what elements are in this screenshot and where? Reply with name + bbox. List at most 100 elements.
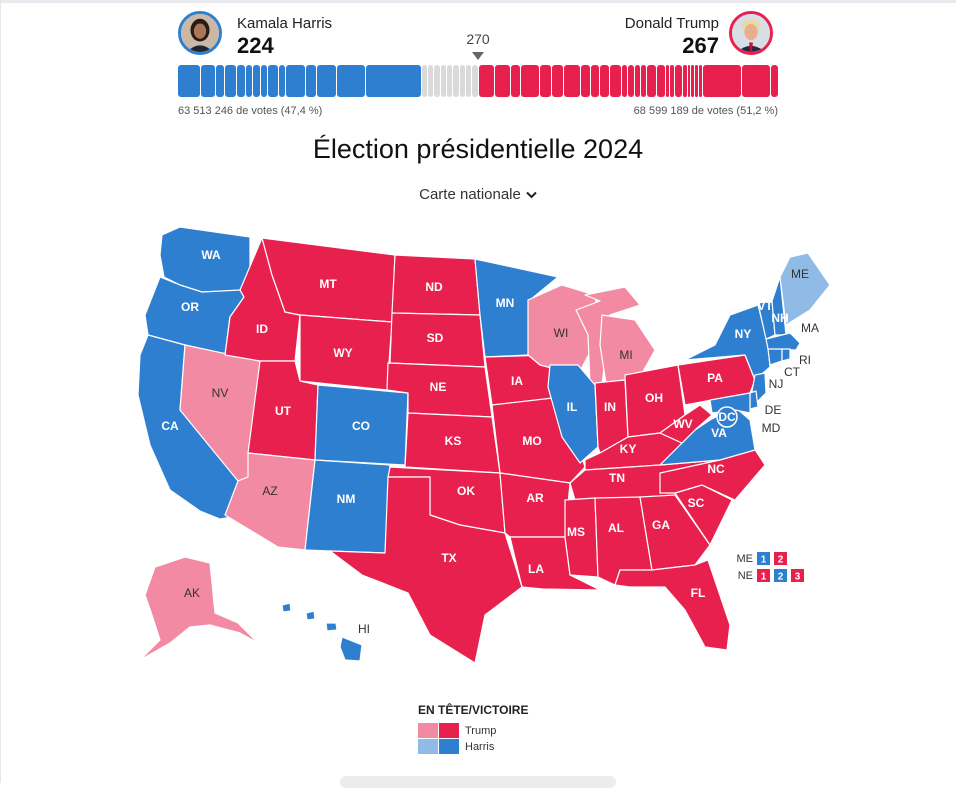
state-label-ar: AR [526,491,544,505]
ev-bar-segment [178,65,201,97]
trump-name: Donald Trump [624,15,719,32]
ev-bar-segment [201,65,216,97]
legend-harris: Harris [418,739,494,754]
state-label-sd: SD [427,331,444,345]
state-label-ms: MS [567,525,585,539]
ev-bar-segment [465,65,472,97]
legend-trump-leading-swatch [418,723,438,738]
ev-bar-segment [434,65,440,97]
state-il[interactable] [547,364,599,464]
state-label-ri: RI [799,353,811,367]
trump-electoral-votes: 267 [682,33,719,58]
district-box-ne-2[interactable] [774,569,787,582]
ev-bar-segment [440,65,446,97]
state-nm[interactable] [304,459,391,554]
ev-bar-segment [702,65,741,97]
state-ma[interactable] [765,332,801,351]
state-label-wy: WY [333,346,352,360]
state-hi-maui[interactable] [325,622,338,632]
state-label-ks: KS [445,434,462,448]
ev-bar-segment [446,65,453,97]
state-ak[interactable] [139,556,259,661]
ev-bar-segment [599,65,610,97]
state-label-ga: GA [652,518,670,532]
state-label-mi: MI [619,348,632,362]
state-labels: WA OR CA NV ID MT WY UT AZ CO NM ND SD NE KS OK TX MN IA MO… [161,248,819,636]
map-view-dropdown[interactable]: Carte nationale [0,186,956,203]
chevron-down-icon [526,186,537,203]
state-label-co: CO [352,419,370,433]
ev-bar-segment [216,65,225,97]
state-ar[interactable] [499,472,571,538]
state-label-wa: WA [201,248,221,262]
state-hi-oahu[interactable] [305,610,316,621]
state-de[interactable] [749,390,759,410]
district-number-ne-1: 1 [761,572,767,583]
ev-bar-segment [610,65,621,97]
ev-bar-segment [279,65,286,97]
state-fl[interactable] [614,559,731,651]
bottom-tab-bar[interactable] [340,776,616,788]
ev-bar-segment [246,65,253,97]
state-label-al: AL [608,521,624,535]
ev-bar-segment [540,65,551,97]
electoral-vote-bar [178,65,778,97]
state-label-nd: ND [425,280,443,294]
state-hi-kauai[interactable] [281,602,292,613]
ev-bar-segment [421,65,427,97]
state-label-oh: OH [645,391,663,405]
district-box-ne-1[interactable] [757,569,770,582]
ev-bar-segment [699,65,702,97]
state-tx[interactable] [329,476,523,664]
legend-trump-label: Trump [465,724,497,737]
harris-popular-vote: 63 513 246 de votes (47,4 %) [178,105,323,117]
state-hi[interactable] [339,636,363,662]
state-dc[interactable] [716,406,738,428]
state-ct[interactable] [767,348,783,366]
state-label-ut: UT [275,404,292,418]
ev-bar-segment [687,65,691,97]
district-number-ne-2: 2 [778,572,784,583]
state-label-nv: NV [212,386,229,400]
state-label-ky: KY [620,442,637,456]
ev-bar-segment [647,65,656,97]
state-label-in: IN [604,400,616,414]
state-label-ca: CA [161,419,179,433]
state-label-va: VA [711,426,727,440]
state-label-sc: SC [688,496,705,510]
state-label-hi: HI [358,622,370,636]
page-title: Élection présidentielle 2024 [312,134,644,164]
state-label-nh: NH [771,311,788,325]
trump-portrait-icon [732,14,770,52]
ev-bar-segment [237,65,246,97]
district-box-me-2[interactable] [774,552,787,565]
ev-bar-segment [268,65,279,97]
state-me[interactable] [779,252,830,326]
state-label-dc: DC [718,410,736,424]
state-label-mn: MN [496,296,515,310]
ev-bar-segment [771,65,778,97]
trump-popular-vote: 68 599 189 de votes (51,2 %) [633,105,778,117]
ev-bar-segment [640,65,647,97]
district-box-me-1[interactable] [757,552,770,565]
threshold-marker-icon [472,52,484,60]
ev-bar-segment [427,65,434,97]
state-label-az: AZ [262,484,277,498]
ev-bar-segment [551,65,564,97]
state-ga[interactable] [639,494,711,571]
district-box-ne-3[interactable] [791,569,804,582]
us-electoral-map: WA OR CA NV ID MT WY UT AZ CO NM ND SD NE KS OK TX MN IA MO… [137,226,830,664]
ev-bar-segment [682,65,687,97]
state-label-wv: WV [673,417,692,431]
ev-bar-segment [261,65,268,97]
state-ms[interactable] [564,497,599,578]
state-md[interactable] [709,392,751,414]
state-ri[interactable] [781,348,791,362]
state-wv[interactable] [659,404,713,444]
state-label-nc: NC [707,462,725,476]
ev-bar-segment [675,65,682,97]
state-label-ct: CT [784,365,801,379]
ev-bar-segment [621,65,628,97]
threshold-label: 270 [466,31,490,47]
state-label-id: ID [256,322,268,336]
